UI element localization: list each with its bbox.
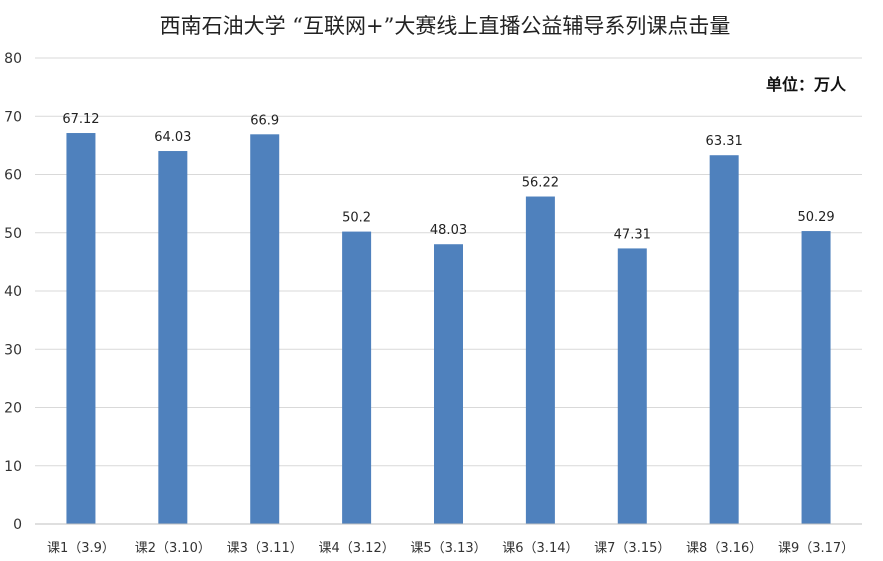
bar (250, 134, 280, 524)
data-label: 67.12 (62, 112, 99, 127)
x-tick-label: 课1（3.9） (47, 541, 115, 556)
y-tick-label: 70 (4, 109, 22, 125)
chart-title: 西南石油大学 “互联网+”大赛线上直播公益辅导系列课点击量 (160, 14, 731, 38)
bar (801, 231, 831, 525)
x-axis-ticks: 课1（3.9） 课2（3.10） 课3（3.11） 课4（3.12） 课5（3.13） 课… (47, 541, 854, 556)
bars (66, 133, 831, 525)
bar (617, 248, 647, 524)
y-axis-ticks: 0 10 20 30 40 50 60 70 80 (4, 51, 22, 533)
x-tick-label: 课7（3.15） (594, 541, 670, 556)
data-label: 50.29 (797, 210, 834, 225)
y-tick-label: 50 (4, 226, 22, 242)
bar (525, 196, 555, 524)
x-tick-label: 课4（3.12） (319, 541, 395, 556)
data-label: 66.9 (250, 113, 279, 128)
data-label: 64.03 (154, 130, 191, 145)
bar (342, 231, 372, 524)
data-label: 56.22 (522, 176, 559, 191)
y-tick-label: 10 (4, 459, 22, 475)
x-tick-label: 课6（3.14） (502, 541, 578, 556)
y-tick-label: 30 (4, 342, 22, 358)
x-tick-label: 课8（3.16） (686, 541, 762, 556)
x-tick-label: 课9（3.17） (778, 541, 854, 556)
y-tick-label: 20 (4, 401, 22, 417)
y-tick-label: 0 (13, 517, 22, 533)
data-label: 63.31 (706, 134, 743, 149)
x-tick-label: 课2（3.10） (135, 541, 211, 556)
bar (158, 151, 188, 524)
y-tick-label: 60 (4, 168, 22, 184)
x-tick-label: 课3（3.11） (227, 541, 303, 556)
bar (709, 155, 739, 525)
data-label: 48.03 (430, 223, 467, 238)
bar (66, 133, 96, 524)
bar (434, 244, 463, 524)
x-tick-label: 课5（3.13） (410, 541, 486, 556)
y-tick-label: 80 (4, 51, 22, 67)
unit-label: 单位：万人 (766, 75, 847, 94)
data-labels: 67.12 64.03 66.9 50.2 48.03 56.22 47.31 63.31 50… (62, 112, 834, 242)
data-label: 50.2 (342, 211, 371, 226)
y-tick-label: 40 (4, 284, 22, 300)
data-label: 47.31 (614, 227, 651, 242)
